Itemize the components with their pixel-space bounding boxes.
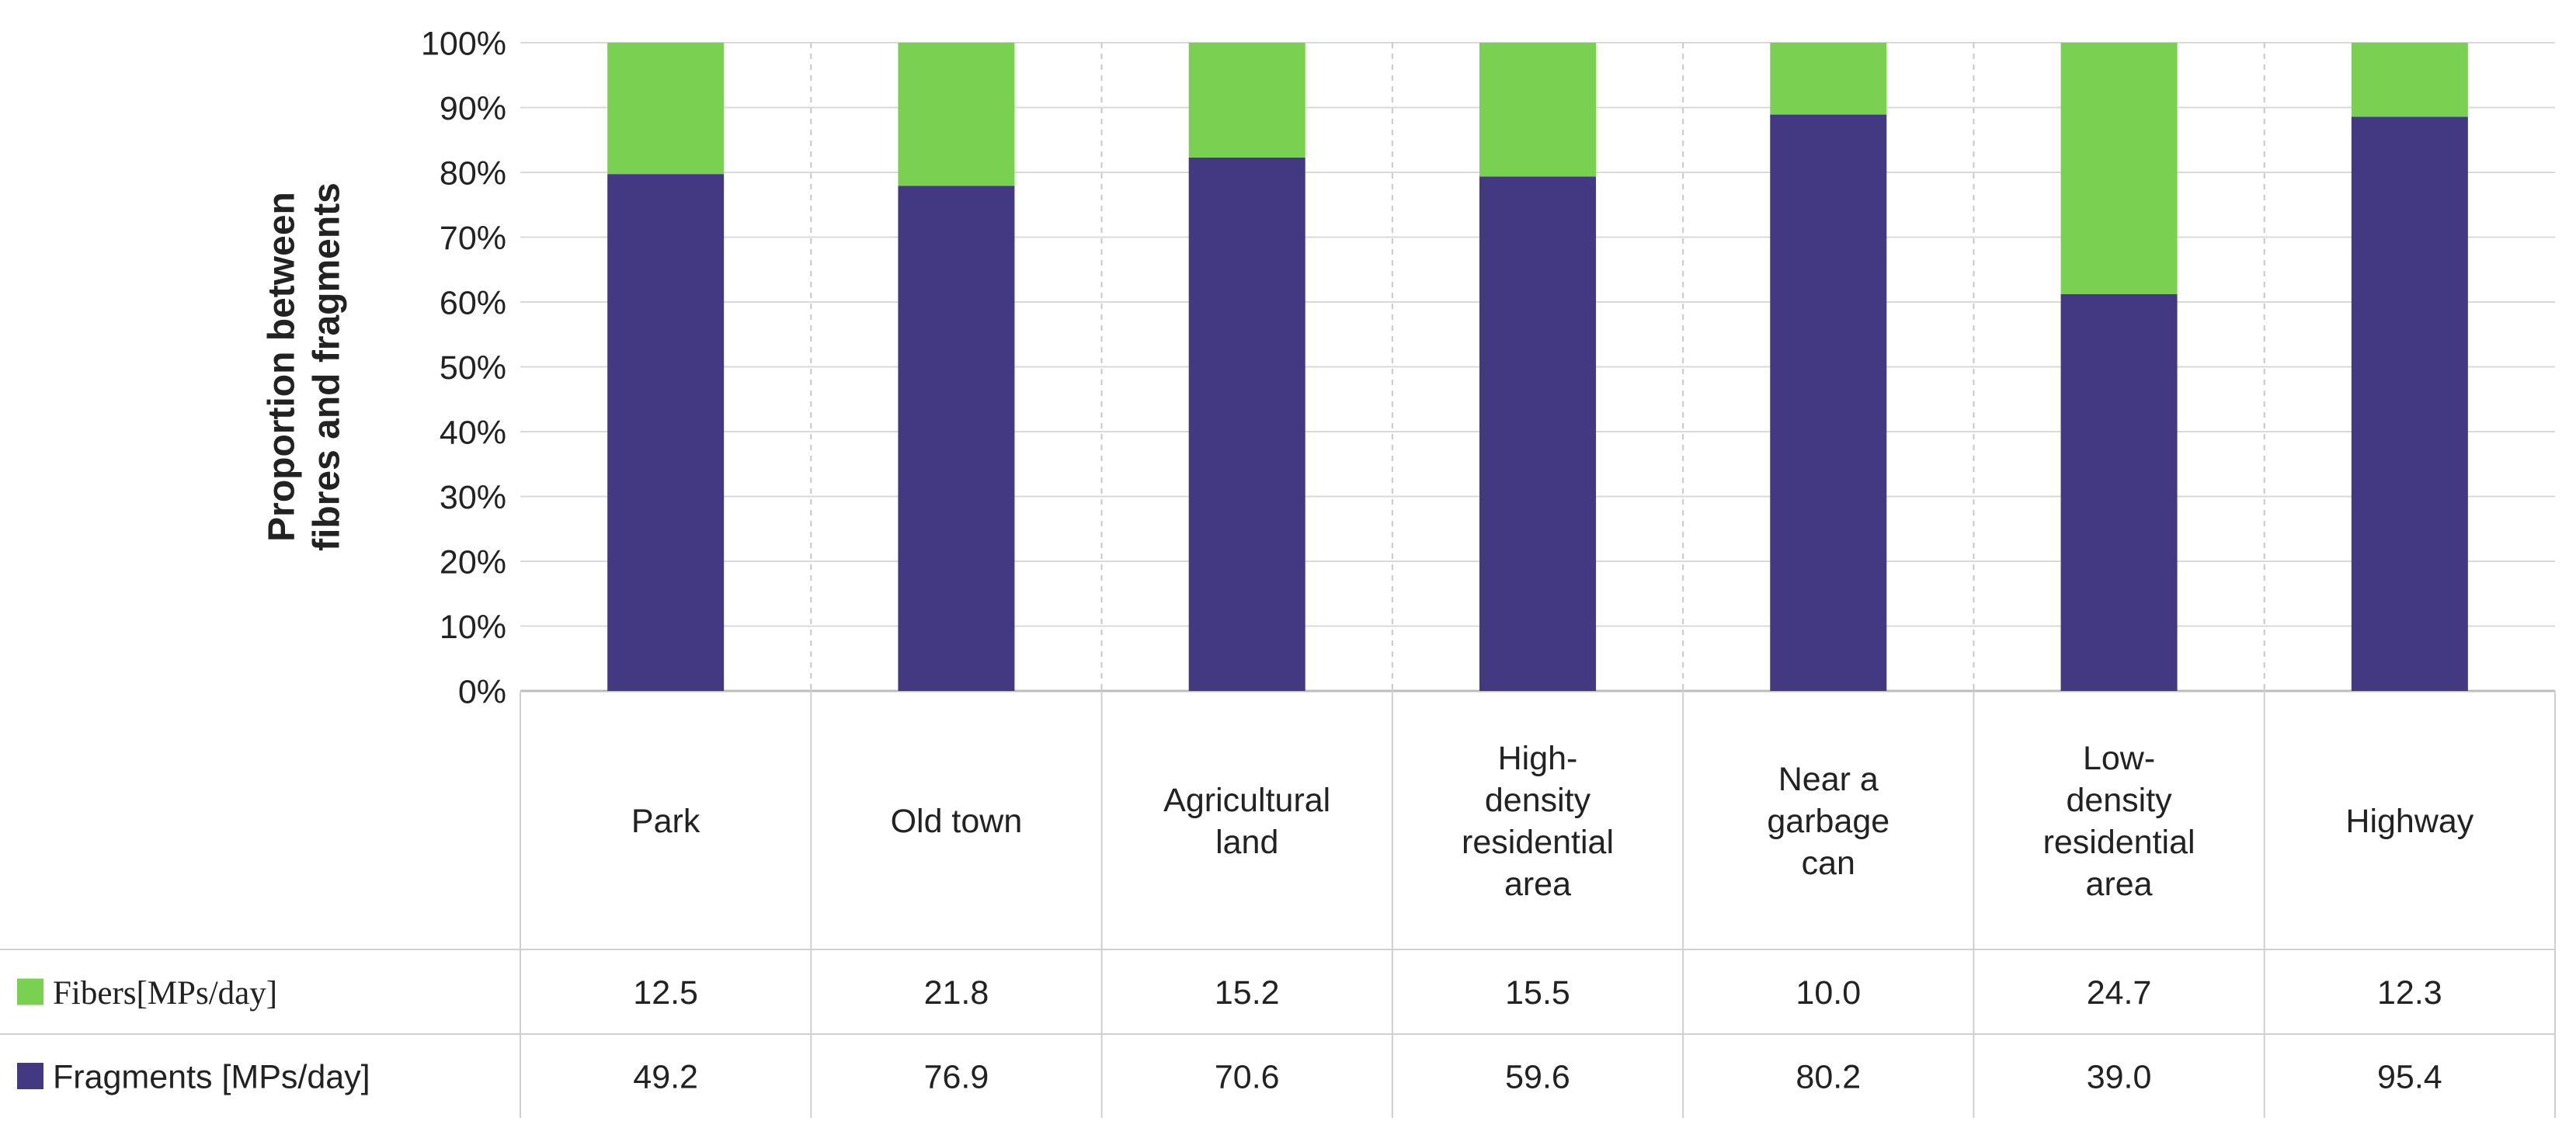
bar-fibers [2060, 43, 2178, 294]
y-tick-label: 30% [440, 479, 506, 516]
data-table-value: 12.5 [633, 974, 698, 1012]
bar-fibers [1479, 43, 1596, 177]
data-table-value: 21.8 [924, 974, 989, 1012]
category-label: residential [1462, 824, 1614, 861]
bar-fibers [1770, 43, 1887, 115]
bar-fragments [1188, 157, 1305, 691]
y-tick-label: 10% [440, 609, 506, 646]
category-label: density [1485, 782, 1591, 819]
y-tick-label: 80% [440, 154, 506, 192]
y-axis-label: Proportion between [262, 192, 303, 542]
bar-fragments [607, 174, 725, 692]
y-axis-label: fibres and fragments [307, 182, 348, 551]
y-tick-label: 40% [440, 414, 506, 451]
category-label: Highway [2345, 803, 2473, 840]
y-tick-label: 60% [440, 284, 506, 321]
legend-swatch-fibers [17, 978, 43, 1005]
category-label: area [2086, 866, 2153, 903]
category-label: area [1504, 866, 1571, 903]
data-table-value: 10.0 [1796, 974, 1861, 1012]
bar-fragments [2060, 293, 2178, 691]
category-label: land [1215, 824, 1278, 861]
data-table-value: 76.9 [924, 1058, 989, 1095]
bar-fragments [2351, 116, 2468, 691]
bar-fragments [898, 186, 1015, 691]
bar-fibers [1188, 43, 1305, 158]
data-table-value: 59.6 [1505, 1058, 1570, 1095]
category-label: Low- [2083, 740, 2155, 777]
legend-swatch-fragments [17, 1063, 43, 1089]
category-label: Agricultural [1163, 782, 1330, 819]
data-table-value: 39.0 [2087, 1058, 2152, 1095]
bar-fragments [1479, 176, 1596, 691]
y-tick-label: 70% [440, 220, 506, 257]
data-table-value: 15.2 [1215, 974, 1280, 1012]
data-table-value: 80.2 [1796, 1058, 1861, 1095]
data-table-value: 12.3 [2377, 974, 2442, 1012]
category-label: can [1802, 845, 1855, 882]
bar-fibers [2351, 43, 2468, 117]
y-tick-label: 100% [421, 25, 506, 62]
category-label: Park [631, 803, 700, 840]
category-label: residential [2043, 824, 2195, 861]
data-table-value: 49.2 [633, 1058, 698, 1095]
y-tick-label: 0% [458, 673, 506, 710]
bar-fibers [898, 43, 1015, 186]
y-tick-label: 20% [440, 543, 506, 581]
data-table-value: 95.4 [2377, 1058, 2442, 1095]
category-label: density [2066, 782, 2172, 819]
y-tick-label: 50% [440, 349, 506, 387]
legend-label-fibers: Fibers[MPs/day] [53, 975, 277, 1012]
y-tick-label: 90% [440, 90, 506, 127]
legend-label-fragments: Fragments [MPs/day] [53, 1058, 370, 1095]
data-table-value: 15.5 [1505, 974, 1570, 1012]
category-label: Old town [891, 803, 1023, 840]
category-label: High- [1498, 740, 1578, 777]
category-label: Near a [1778, 761, 1879, 798]
bar-fragments [1770, 114, 1887, 691]
data-table-value: 24.7 [2087, 974, 2152, 1012]
data-table-value: 70.6 [1215, 1058, 1280, 1095]
category-label: garbage [1767, 803, 1889, 840]
bar-fibers [607, 43, 725, 175]
